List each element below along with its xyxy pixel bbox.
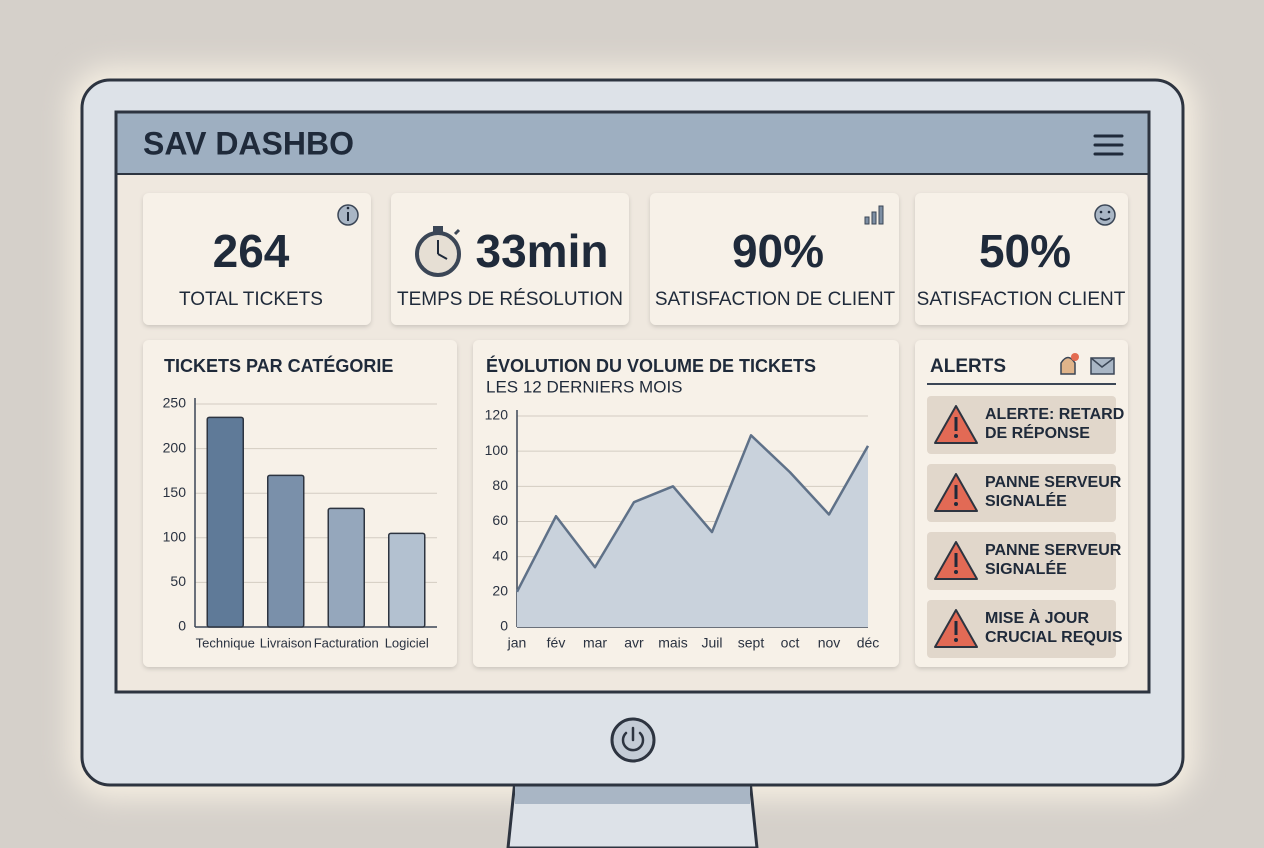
kpi-label: SATISFACTION DE CLIENT (655, 289, 896, 310)
alert-text: SIGNALÉE (985, 491, 1067, 510)
kpi-card (915, 193, 1128, 325)
bar (388, 532, 426, 628)
kpi-card (391, 193, 629, 325)
y-tick-label: 120 (485, 407, 509, 423)
x-tick-label: nov (818, 635, 841, 651)
alert-text: ALERTE: RETARD (985, 406, 1124, 423)
kpi-value: 33min (476, 225, 609, 277)
x-tick-label: Technique (196, 635, 255, 650)
y-tick-label: 20 (492, 583, 508, 599)
kpi-value: 264 (213, 225, 290, 277)
y-tick-label: 0 (500, 618, 508, 634)
bar (206, 416, 244, 628)
y-tick-label: 100 (163, 529, 187, 545)
kpi-card (650, 193, 899, 325)
header-bar (117, 113, 1148, 174)
x-tick-label: mais (658, 635, 688, 651)
y-tick-label: 80 (492, 477, 508, 493)
alert-text: MISE À JOUR (985, 608, 1089, 627)
warning-mark (954, 417, 958, 431)
smiley-icon (1094, 204, 1116, 226)
info-icon[interactable] (337, 204, 359, 226)
warning-dot (954, 570, 958, 574)
x-tick-label: sept (738, 635, 765, 651)
power-icon (621, 726, 645, 752)
x-tick-label: Logiciel (385, 635, 429, 650)
area-fill (517, 435, 868, 627)
chart-title: TICKETS PAR CATÉGORIE (164, 355, 393, 376)
x-tick-label: Juil (701, 635, 722, 651)
y-tick-label: 250 (163, 395, 187, 411)
chart-title: ÉVOLUTION DU VOLUME DE TICKETS (486, 355, 816, 376)
y-tick-label: 40 (492, 547, 508, 563)
bar (327, 507, 365, 628)
y-tick-label: 200 (163, 439, 187, 455)
stopwatch-icon (415, 226, 461, 277)
y-tick-label: 60 (492, 512, 508, 528)
y-tick-label: 150 (163, 484, 187, 500)
warning-dot (954, 434, 958, 438)
x-tick-label: Facturation (314, 635, 379, 650)
menu-icon[interactable] (1093, 134, 1124, 156)
header-title: SAV DASHBO (143, 125, 354, 161)
alert-text: PANNE SERVEUR (985, 474, 1122, 491)
y-tick-label: 100 (485, 442, 509, 458)
alert-text: SIGNALÉE (985, 559, 1067, 578)
x-tick-label: oct (781, 635, 800, 651)
bars-icon (864, 205, 884, 225)
alerts-title: ALERTS (930, 356, 1006, 377)
y-tick-label: 50 (170, 573, 186, 589)
x-tick-label: Livraison (260, 635, 312, 650)
kpi-value: 50% (979, 225, 1071, 277)
warning-mark (954, 553, 958, 567)
stand-shadow (515, 782, 750, 804)
bar (267, 474, 305, 628)
kpi-label: TOTAL TICKETS (179, 289, 323, 310)
kpi-label: TEMPS DE RÉSOLUTION (397, 289, 623, 310)
kpi-value: 90% (732, 225, 824, 277)
chart-subtitle: LES 12 DERNIERS MOIS (486, 377, 683, 396)
y-tick-label: 0 (178, 618, 186, 634)
kpi-card (143, 193, 371, 325)
x-tick-label: mar (583, 635, 607, 651)
alert-text: PANNE SERVEUR (985, 542, 1122, 559)
warning-mark (954, 621, 958, 635)
x-tick-label: avr (624, 635, 644, 651)
alert-text: DE RÉPONSE (985, 423, 1090, 442)
alert-text: CRUCIAL REQUIS (985, 629, 1123, 646)
kpi-label: SATISFACTION CLIENT (917, 289, 1126, 310)
warning-dot (954, 502, 958, 506)
warning-mark (954, 485, 958, 499)
x-tick-label: jan (507, 635, 527, 651)
x-tick-label: fév (547, 635, 566, 651)
x-tick-label: déc (857, 635, 880, 651)
mail-icon[interactable] (1090, 357, 1115, 375)
bell-icon[interactable] (1060, 353, 1079, 375)
line (515, 434, 870, 593)
warning-dot (954, 638, 958, 642)
